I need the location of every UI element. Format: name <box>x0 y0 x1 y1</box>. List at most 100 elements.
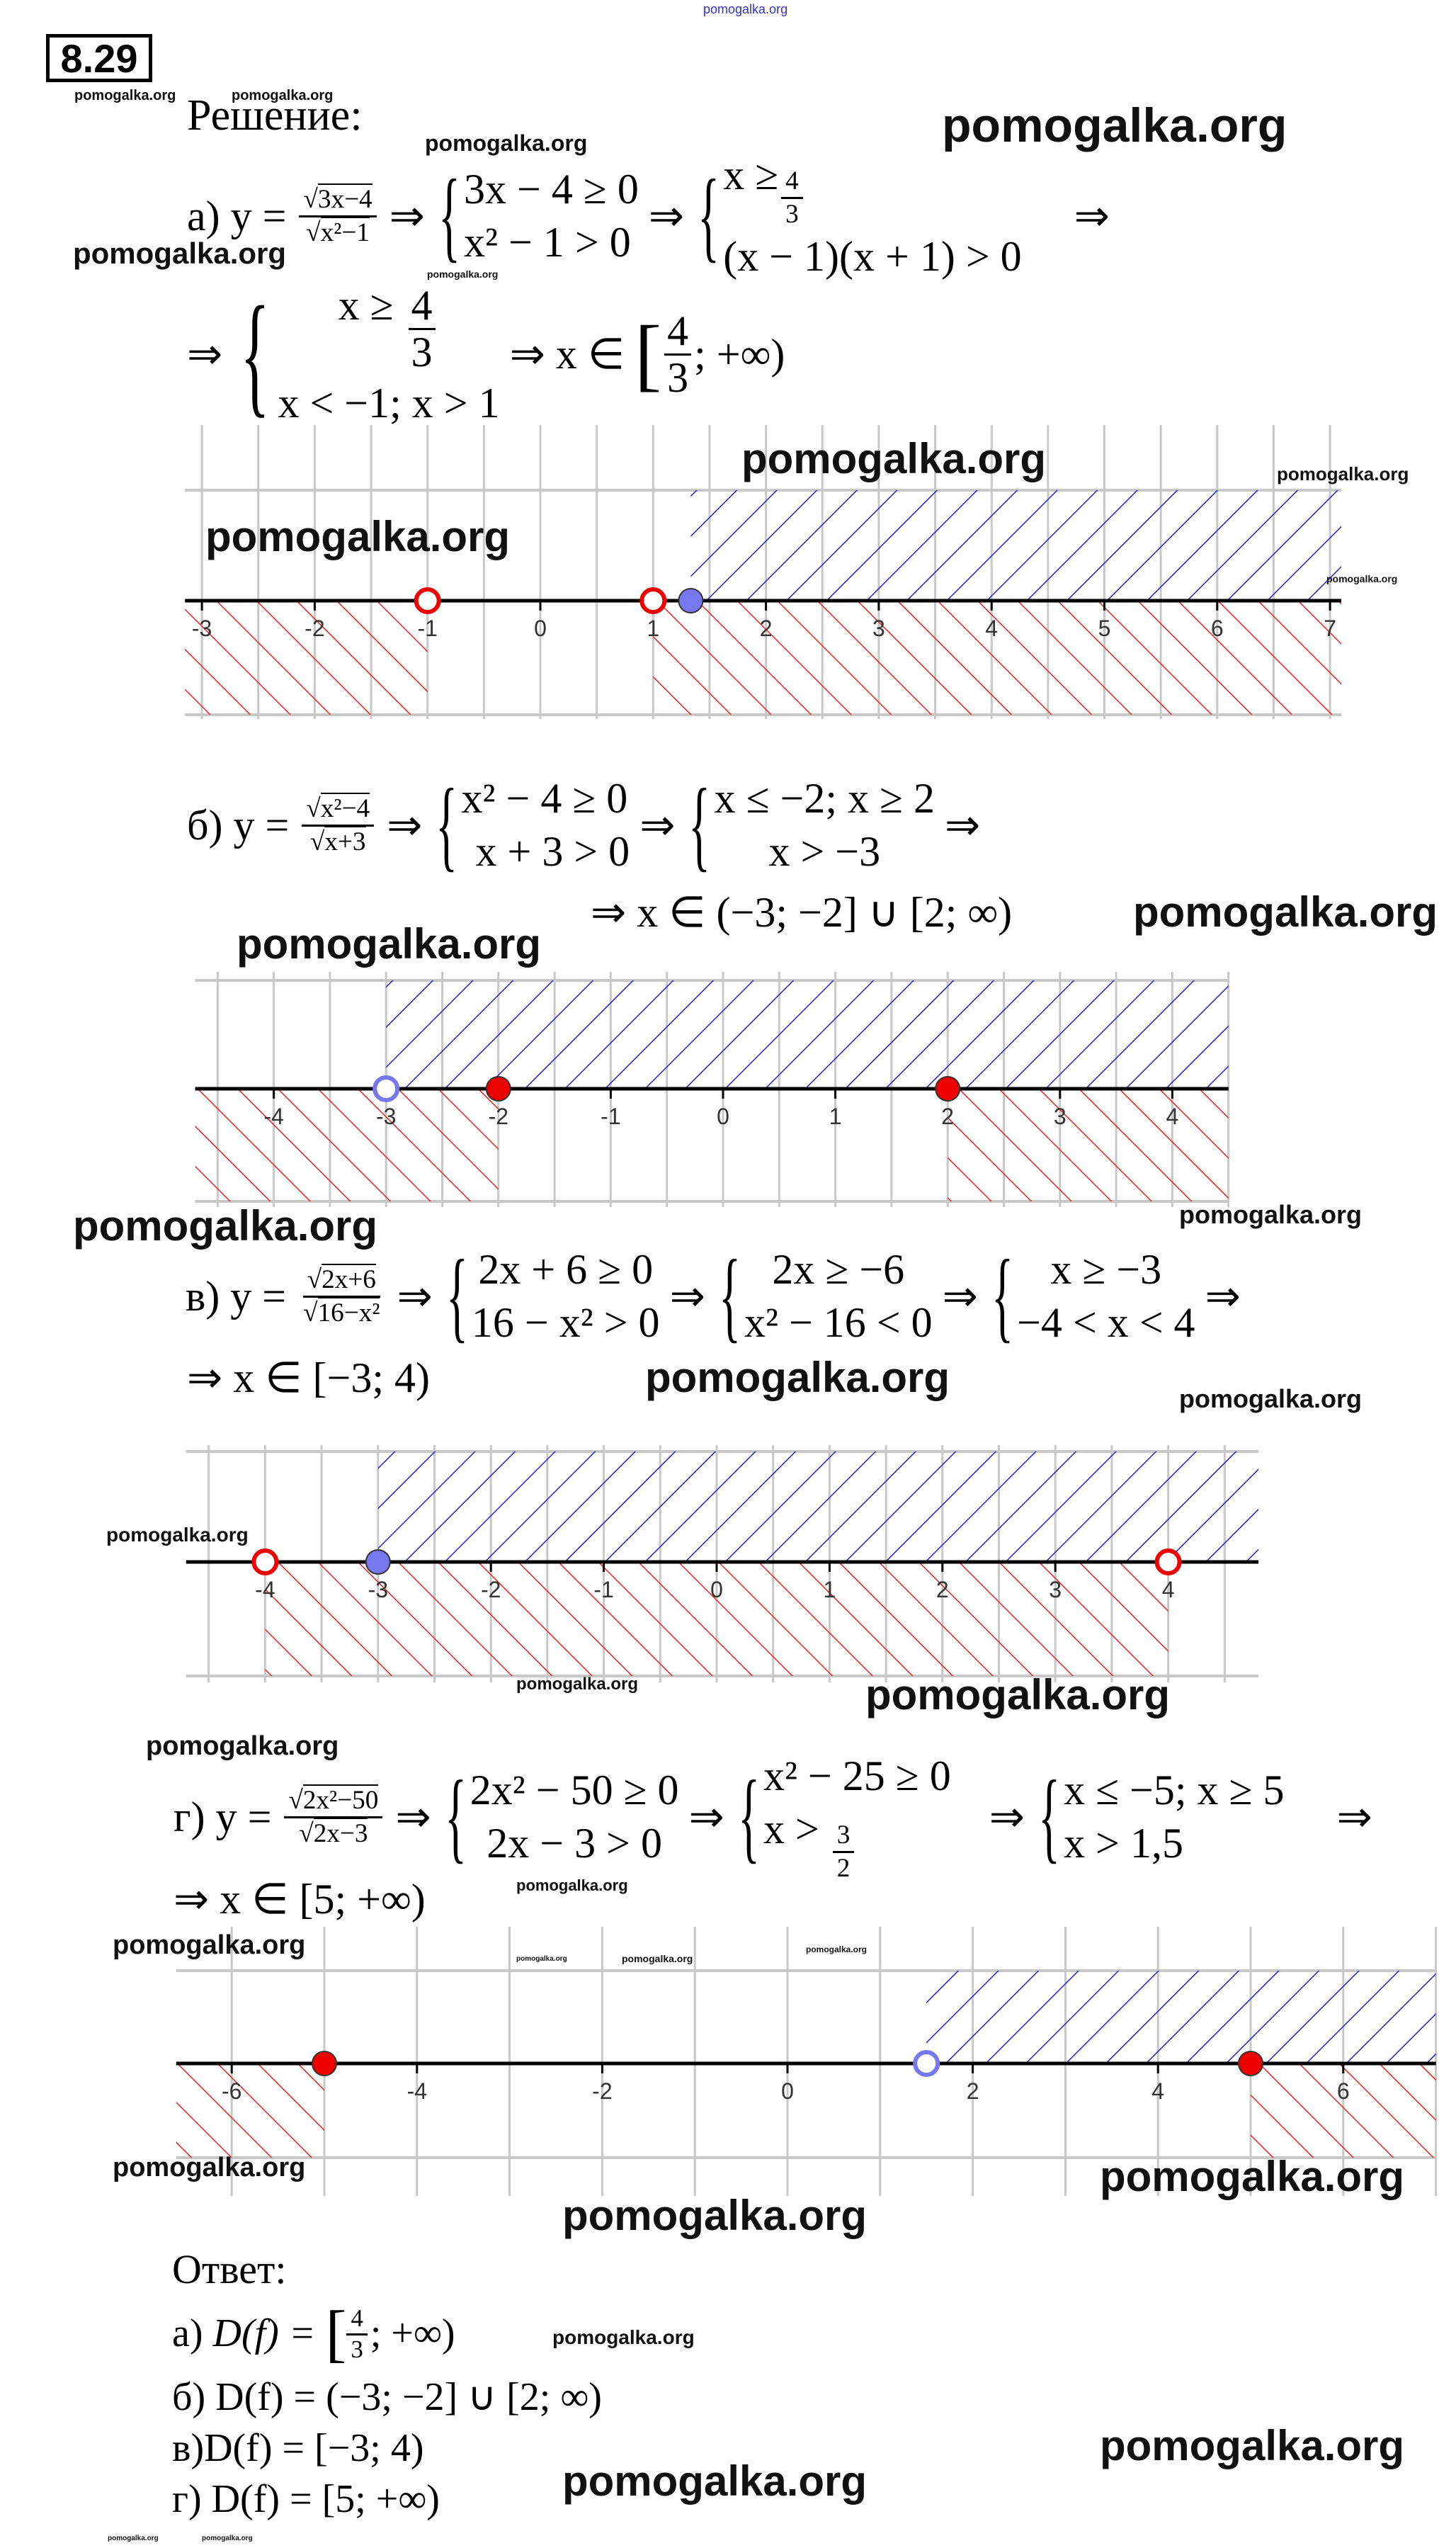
filled-point <box>1238 2051 1263 2076</box>
filled-point <box>312 2051 337 2076</box>
tick-label: 2 <box>936 1577 949 1602</box>
tick-label: 3 <box>1049 1577 1062 1602</box>
tick-label: 5 <box>1098 616 1111 641</box>
tick-label: -3 <box>376 1104 396 1129</box>
tick-label: 4 <box>1162 1577 1175 1602</box>
tick-label: 1 <box>829 1104 842 1129</box>
implies-arrow: ⇒ <box>944 802 981 849</box>
part-b-result: ⇒ x ∈ (−3; −2] ∪ [2; ∞) <box>591 889 1013 936</box>
tick-label: 2 <box>967 2078 979 2104</box>
implies-arrow: ⇒ <box>395 1794 431 1840</box>
part-c-system-3: {x ≥ −3 −4 < x < 4 <box>991 1240 1195 1352</box>
implies-arrow: ⇒ <box>1074 193 1110 239</box>
number-line-d: -6 -4 -2 0 2 4 6 <box>176 1927 1438 2196</box>
watermark: pomogalka.org <box>741 435 1047 482</box>
implies-arrow: ⇒ <box>639 802 676 849</box>
watermark: pomogalka.org <box>645 1354 950 1401</box>
watermark: pomogalka.org <box>1277 463 1409 485</box>
implies-arrow: ⇒ <box>389 193 425 239</box>
tick-label: 1 <box>647 616 659 641</box>
watermark: pomogalka.org <box>108 2535 159 2542</box>
implies-arrow: ⇒ <box>1205 1273 1241 1320</box>
answer-heading: Ответ: <box>172 2246 287 2292</box>
lower-shading <box>195 1089 499 1201</box>
number-line-c: -4 -3 -2 -1 0 1 2 3 4 <box>186 1445 1259 1682</box>
watermark: pomogalka.org <box>74 88 176 103</box>
part-a-result: ⇒ x ∈ <box>509 331 625 378</box>
watermark: pomogalka.org <box>237 920 542 968</box>
implies-arrow: ⇒ <box>397 1273 433 1320</box>
tick-label: -4 <box>263 1104 283 1129</box>
answer-c: в)D(f) = [−3; 4) <box>172 2426 424 2471</box>
watermark: pomogalka.org <box>516 1955 567 1963</box>
lower-shading <box>185 601 428 715</box>
part-a-system-2: {x ≥4 3 (x − 1)(x + 1) > 0 <box>698 152 1022 280</box>
watermark: pomogalka.org <box>113 1930 306 1960</box>
watermark: pomogalka.org <box>1326 573 1398 584</box>
part-a-label: а) y = <box>187 192 287 239</box>
open-point <box>1154 1548 1182 1575</box>
solution-heading: Решение: <box>187 91 363 140</box>
watermark: pomogalka.org <box>562 2457 868 2505</box>
number-line-a: -3 -2 -1 0 1 2 3 4 5 6 7 <box>185 425 1342 719</box>
implies-arrow: ⇒ <box>1336 1794 1372 1840</box>
tick-label: -1 <box>601 1104 620 1129</box>
implies-arrow: ⇒ <box>187 331 223 378</box>
upper-shading <box>386 980 1229 1089</box>
tick-label: 0 <box>717 1104 729 1129</box>
implies-arrow: ⇒ <box>669 1273 705 1320</box>
tick-label: -2 <box>481 1577 501 1602</box>
watermark: pomogalka.org <box>552 2326 695 2348</box>
tick-label: 2 <box>760 616 773 641</box>
watermark: pomogalka.org <box>516 1876 628 1894</box>
tick-label: 4 <box>1151 2078 1164 2104</box>
tick-label: 0 <box>781 2078 794 2104</box>
answer-b: б) D(f) = (−3; −2] ∪ [2; ∞) <box>172 2375 602 2420</box>
lower-shading <box>948 1089 1229 1201</box>
filled-point <box>485 1076 511 1102</box>
filled-point <box>678 588 704 613</box>
watermark: pomogalka.org <box>865 1671 1171 1719</box>
watermark: pomogalka.org <box>516 1675 639 1694</box>
open-point <box>372 1075 400 1102</box>
tick-label: -3 <box>192 616 212 641</box>
watermark: pomogalka.org <box>562 2192 868 2239</box>
tick-label: -2 <box>489 1104 508 1129</box>
lower-shading <box>265 1562 1168 1676</box>
watermark: pomogalka.org <box>113 2153 306 2182</box>
upper-shading <box>377 1451 1259 1562</box>
watermark: pomogalka.org <box>622 1953 693 1964</box>
part-a-fraction: √3x−4 √x²−1 <box>299 183 377 247</box>
part-c-result: ⇒ x ∈ [−3; 4) <box>187 1354 431 1401</box>
tick-label: 6 <box>1211 616 1224 641</box>
tick-label: 0 <box>710 1577 723 1602</box>
lower-shading <box>653 601 1342 715</box>
watermark: pomogalka.org <box>1179 1384 1363 1413</box>
implies-arrow: ⇒ <box>648 193 685 239</box>
implies-arrow: ⇒ <box>688 1794 724 1840</box>
open-point <box>414 587 441 614</box>
tick-label: 4 <box>1166 1104 1179 1129</box>
part-d-line-1: г) y = √2x²−50 √2x−3 ⇒ {2x² − 50 ≥ 0 2x − … <box>174 1753 1372 1883</box>
tick-label: -6 <box>222 2078 241 2104</box>
open-point <box>251 1548 279 1575</box>
watermark: pomogalka.org <box>806 1944 868 1954</box>
tick-label: 0 <box>534 616 547 641</box>
part-a-system-1: {3x − 4 ≥ 0 x² − 1 > 0 <box>438 159 639 272</box>
tick-label: -4 <box>407 2078 427 2104</box>
implies-arrow: ⇒ <box>942 1273 978 1320</box>
tick-label: -2 <box>592 2078 612 2104</box>
implies-arrow: ⇒ <box>989 1794 1025 1840</box>
part-a-line-1: а) y = √3x−4 √x²−1 ⇒ {3x − 4 ≥ 0 x² − 1 > … <box>187 128 1110 305</box>
part-d-result: ⇒ x ∈ [5; +∞) <box>174 1876 426 1923</box>
watermark: pomogalka.org <box>205 513 511 560</box>
watermark: pomogalka.org <box>202 2535 253 2542</box>
number-line-b: -4 -3 -2 -1 0 1 2 3 4 <box>195 972 1230 1207</box>
filled-point <box>365 1549 391 1575</box>
